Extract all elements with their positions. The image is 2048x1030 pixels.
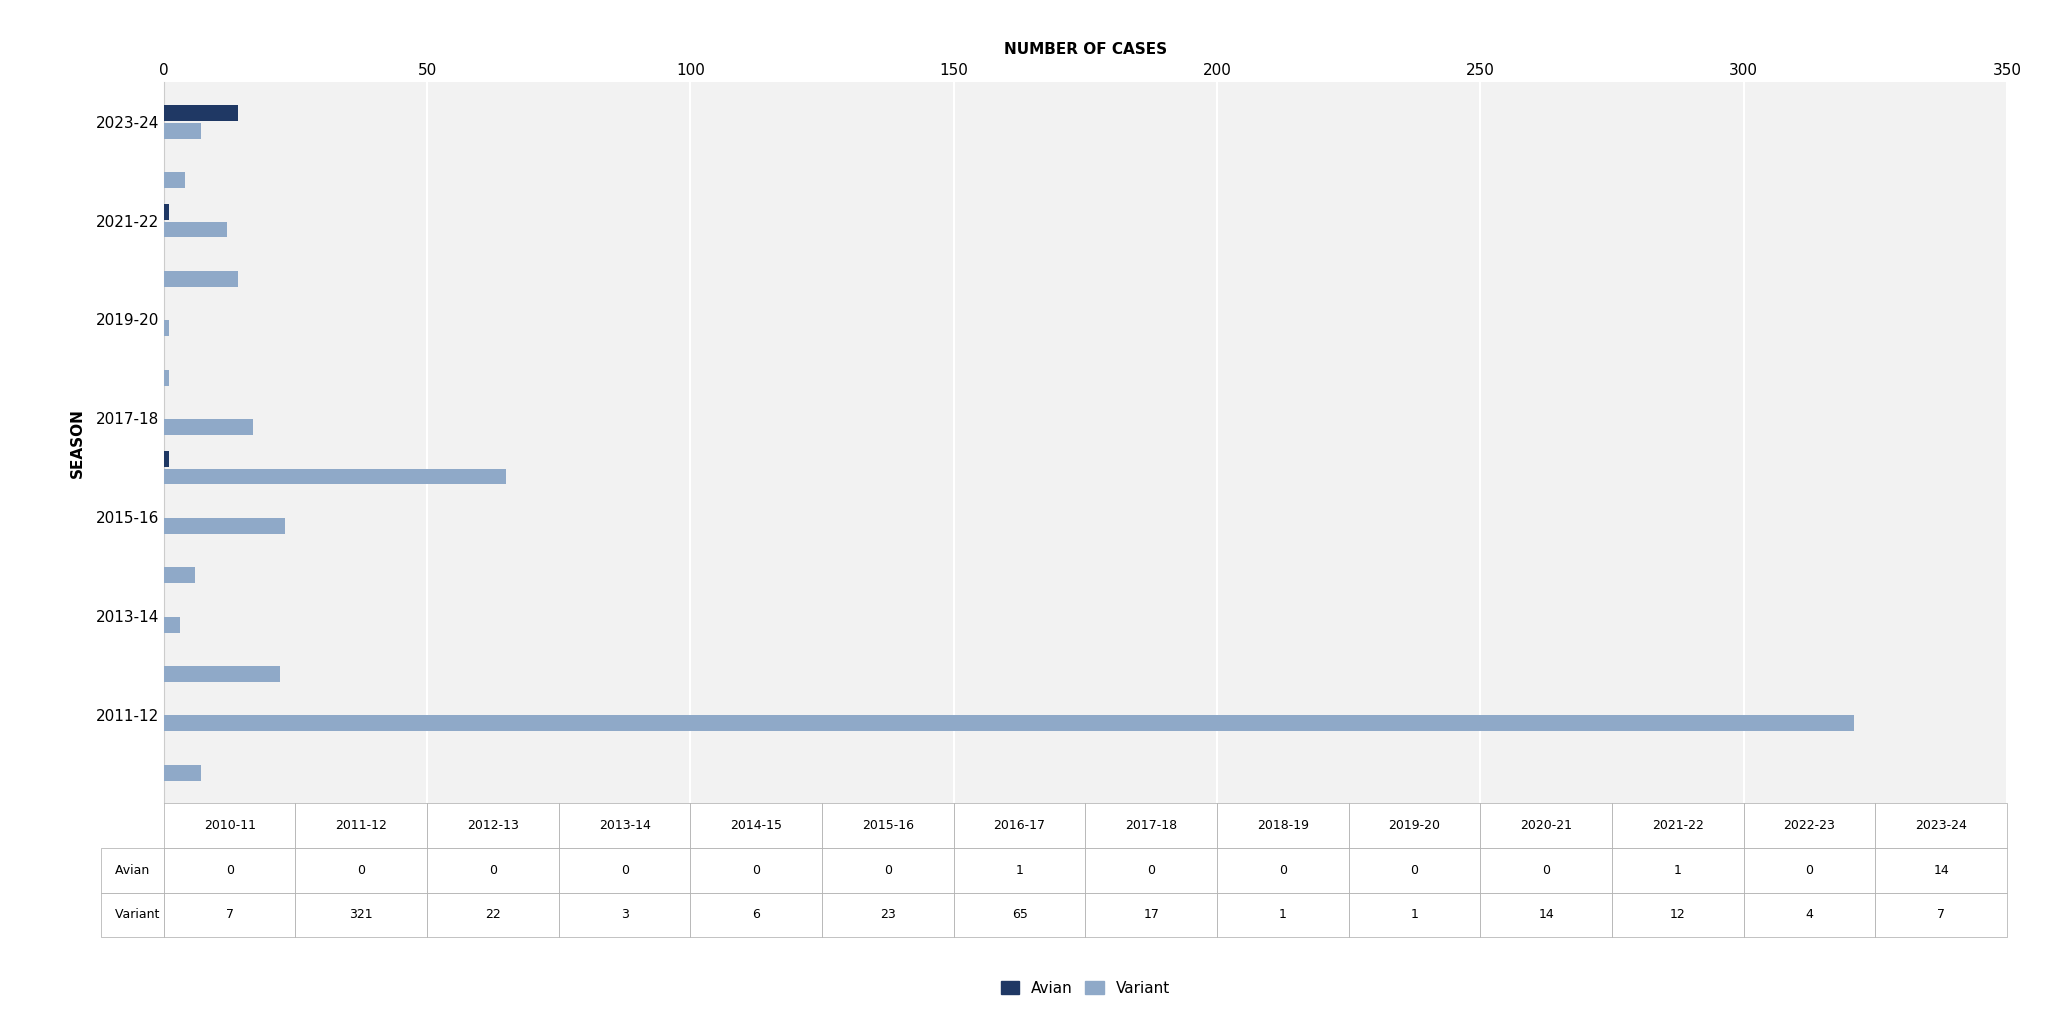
Bar	[164, 320, 170, 336]
Bar	[164, 370, 170, 385]
Bar	[164, 568, 195, 583]
Bar	[164, 172, 184, 188]
Bar	[164, 221, 227, 238]
Bar	[164, 469, 506, 484]
Legend: Avian, Variant: Avian, Variant	[995, 974, 1176, 1002]
Bar	[164, 617, 180, 632]
X-axis label: NUMBER OF CASES: NUMBER OF CASES	[1004, 42, 1167, 58]
Bar	[164, 716, 1853, 731]
Y-axis label: SEASON: SEASON	[70, 408, 84, 478]
Bar	[164, 271, 238, 286]
Bar	[164, 105, 238, 121]
Bar	[164, 666, 281, 682]
Bar	[164, 451, 170, 467]
Bar	[164, 123, 201, 139]
Bar	[164, 765, 201, 781]
Bar	[164, 419, 254, 435]
Bar	[164, 518, 285, 534]
Bar	[164, 204, 170, 219]
